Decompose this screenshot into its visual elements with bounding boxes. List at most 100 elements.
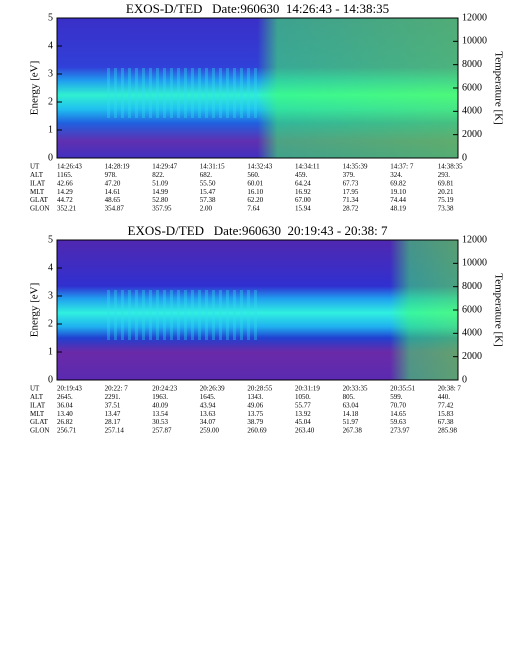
spectrogram-stripe [226, 290, 229, 340]
cell: 20:31:19 [295, 385, 320, 393]
spectrogram-stripe [219, 290, 222, 340]
cell: 263.40 [295, 427, 315, 435]
y2-tick-label: 0 [462, 374, 467, 385]
cell: 63.04 [343, 401, 359, 409]
y2-axis-label: Temperature [K] [492, 273, 504, 346]
cell: 14:35:39 [343, 163, 368, 171]
spectrogram-stripe [128, 290, 131, 340]
cell: 324. [390, 171, 403, 179]
cell: 20:22: 7 [105, 385, 129, 393]
y-tick-label: 3 [48, 290, 53, 301]
cell: 14:26:43 [57, 163, 82, 171]
cell: 70.70 [390, 401, 406, 409]
cell: 20.21 [438, 188, 454, 196]
spectrogram-stripe [240, 68, 243, 118]
cell: 14:29:47 [152, 163, 177, 171]
cell: 69.81 [438, 179, 454, 187]
cell: 14.99 [152, 188, 168, 196]
cell: 14.29 [57, 188, 73, 196]
cell: 599. [390, 393, 403, 401]
cell: 44.72 [57, 196, 73, 204]
cell: 7.64 [247, 205, 260, 213]
cell: 47.20 [105, 179, 121, 187]
spectrogram-stripe [247, 290, 250, 340]
cell: 1645. [200, 393, 216, 401]
cell: 14.61 [105, 188, 121, 196]
cell: 28.72 [343, 205, 359, 213]
cell: 20:33:35 [343, 385, 368, 393]
y2-tick-label: 10000 [462, 36, 487, 47]
y-axis-label: Energy [eV] [29, 283, 41, 337]
spectrogram-stripe [149, 290, 152, 340]
cell: 20:19:43 [57, 385, 82, 393]
cell: 14:28:19 [105, 163, 130, 171]
row-label: GLON [30, 205, 49, 213]
cell: 459. [295, 171, 308, 179]
cell: 1343. [247, 393, 263, 401]
cell: 51.09 [152, 179, 168, 187]
row-label: MLT [30, 410, 45, 418]
cell: 51.97 [343, 418, 359, 426]
spectrogram-stripe [240, 290, 243, 340]
cell: 13.40 [57, 410, 73, 418]
y-tick-label: 4 [48, 262, 53, 273]
cell: 440. [438, 393, 451, 401]
cell: 60.01 [247, 179, 263, 187]
cell: 36.04 [57, 401, 73, 409]
cell: 14.18 [343, 410, 359, 418]
cell: 13.75 [247, 410, 263, 418]
cell: 20:35:51 [390, 385, 415, 393]
y-tick-label: 4 [48, 40, 53, 51]
cell: 74.44 [390, 196, 406, 204]
spectrogram-stripe [205, 68, 208, 118]
cell: 13.47 [105, 410, 121, 418]
cell: 259.00 [200, 427, 220, 435]
spectrogram-stripe [254, 68, 257, 118]
cell: 52.80 [152, 196, 168, 204]
spectrogram-stripe [233, 290, 236, 340]
spectrogram-stripe [156, 290, 159, 340]
cell: 257.14 [105, 427, 125, 435]
spectrogram-stripe [191, 290, 194, 340]
cell: 2291. [105, 393, 121, 401]
cell: 273.97 [390, 427, 410, 435]
spectrogram-stripe [233, 68, 236, 118]
cell: 14.65 [390, 410, 406, 418]
cell: 257.87 [152, 427, 172, 435]
cell: 2.00 [200, 205, 213, 213]
cell: 26.82 [57, 418, 73, 426]
y2-tick-label: 8000 [462, 281, 482, 292]
cell: 42.66 [57, 179, 73, 187]
cell: 40.09 [152, 401, 168, 409]
row-label: UT [30, 385, 40, 393]
cell: 13.92 [295, 410, 311, 418]
cell: 357.95 [152, 205, 172, 213]
cell: 43.94 [200, 401, 216, 409]
y2-tick-label: 6000 [462, 304, 482, 315]
cell: 20:24:23 [152, 385, 177, 393]
spectrogram-stripe [156, 68, 159, 118]
y-axis-label: Energy [eV] [29, 61, 41, 115]
y-tick-label: 0 [48, 374, 53, 385]
cell: 1963. [152, 393, 168, 401]
spectrogram-stripe [254, 290, 257, 340]
cell: 822. [152, 171, 165, 179]
cell: 37.51 [105, 401, 121, 409]
spectrogram-stripe [198, 68, 201, 118]
row-label: MLT [30, 188, 45, 196]
row-label: UT [30, 163, 40, 171]
y-tick-label: 5 [48, 234, 53, 245]
cell: 67.00 [295, 196, 311, 204]
y-tick-label: 1 [48, 124, 53, 135]
cell: 20:26:39 [200, 385, 225, 393]
y-tick-label: 2 [48, 318, 53, 329]
cell: 16.92 [295, 188, 311, 196]
y-tick-label: 0 [48, 152, 53, 163]
cell: 55.77 [295, 401, 311, 409]
spectrogram-stripe [198, 290, 201, 340]
cell: 71.34 [343, 196, 359, 204]
spectrogram-stripe [142, 68, 145, 118]
spectrogram-overlay [57, 18, 458, 158]
spectrogram-stripe [226, 68, 229, 118]
